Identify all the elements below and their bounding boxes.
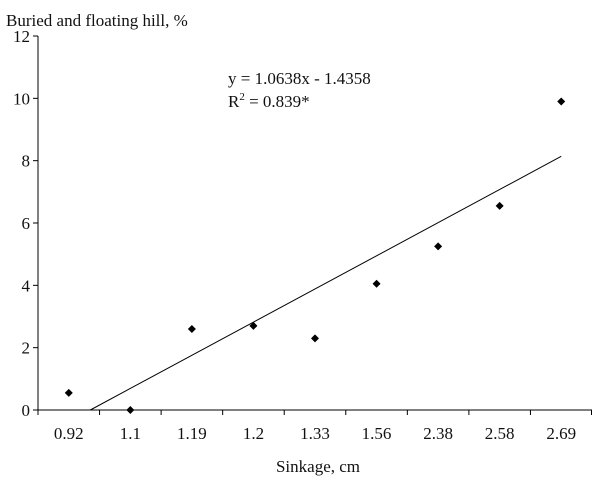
data-point xyxy=(495,201,504,210)
data-point xyxy=(126,406,135,414)
x-tick-label: 0.92 xyxy=(54,424,84,443)
r-squared-value: = 0.839* xyxy=(245,92,310,111)
y-tick-label: 2 xyxy=(22,339,31,358)
x-tick-label: 2.38 xyxy=(423,424,453,443)
trend-equation: y = 1.0638x - 1.4358 xyxy=(228,69,371,88)
x-axis: 0.92 1.1 1.19 1.2 1.33 1.56 2.38 2.58 2.69 xyxy=(37,409,592,443)
trendline xyxy=(90,155,562,411)
data-point xyxy=(434,242,443,251)
data-point xyxy=(372,279,381,288)
x-tick-label: 2.69 xyxy=(546,424,576,443)
r-squared-label: R2 = 0.839* xyxy=(228,91,310,111)
x-tick-label: 1.2 xyxy=(243,424,264,443)
y-tick-label: 8 xyxy=(22,152,31,171)
x-tick-label: 2.58 xyxy=(485,424,515,443)
r-squared-prefix: R xyxy=(228,92,240,111)
data-point xyxy=(249,321,258,330)
x-tick-label: 1.56 xyxy=(362,424,392,443)
data-points xyxy=(64,97,566,414)
y-axis: 0 2 4 6 8 10 12 xyxy=(13,27,39,420)
x-tick-label: 1.1 xyxy=(120,424,141,443)
x-tick-label: 1.33 xyxy=(300,424,330,443)
x-tick-label: 1.19 xyxy=(177,424,207,443)
data-point xyxy=(64,388,73,397)
r-squared-superscript: 2 xyxy=(239,91,245,103)
data-point xyxy=(311,334,319,343)
y-tick-label: 10 xyxy=(13,89,30,108)
y-tick-label: 4 xyxy=(22,276,31,295)
y-tick-label: 6 xyxy=(22,214,31,233)
x-axis-title: Sinkage, cm xyxy=(276,457,360,476)
data-point xyxy=(557,97,566,106)
trendline-path xyxy=(90,155,562,411)
data-point xyxy=(187,324,196,333)
y-axis-title: Buried and floating hill, % xyxy=(6,11,188,30)
y-tick-label: 0 xyxy=(22,401,31,420)
y-tick-label: 12 xyxy=(13,27,30,46)
